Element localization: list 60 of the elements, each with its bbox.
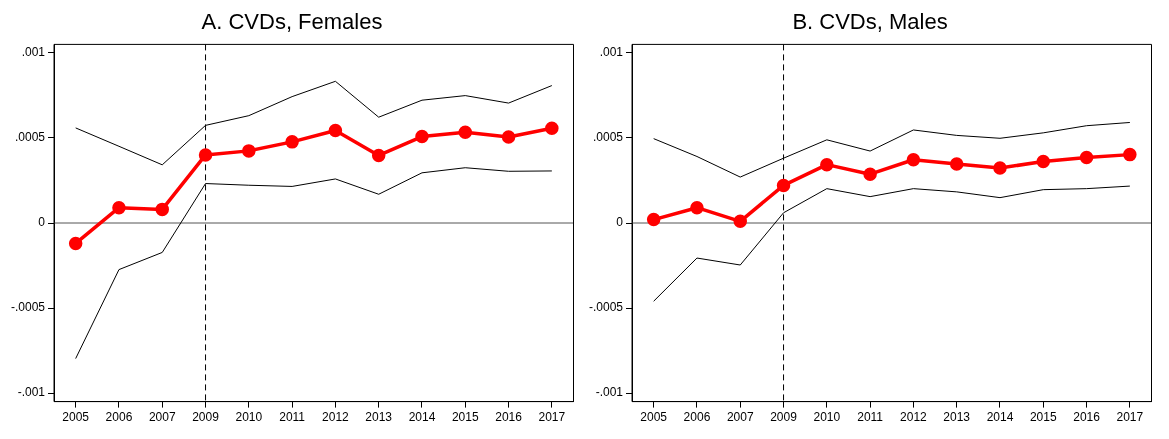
point [112, 200, 126, 215]
x-tick-label: 2017 [538, 410, 566, 425]
point [242, 144, 256, 158]
y-tick-label: 0 [38, 215, 46, 230]
y-tick-label: -.001 [17, 385, 46, 400]
y-tick-label: .0005 [592, 130, 624, 145]
point [328, 123, 343, 138]
point [820, 157, 834, 172]
x-tick-label: 2007 [726, 410, 754, 425]
x-tick-label: 2013 [943, 410, 971, 425]
y-tick-label: .001 [599, 45, 624, 60]
point [198, 148, 213, 162]
point [1079, 150, 1094, 165]
point [906, 152, 921, 167]
point [458, 125, 473, 139]
y-tick-label: .001 [21, 45, 46, 60]
x-tick-label: 2013 [365, 410, 393, 425]
point [776, 178, 791, 193]
x-tick-label: 2006 [105, 410, 133, 425]
x-tick-label: 2007 [148, 410, 176, 425]
x-tick-label: 2009 [770, 410, 798, 425]
y-tick-label: 0 [616, 215, 624, 230]
point [155, 202, 169, 217]
point [545, 121, 559, 136]
point [68, 236, 83, 251]
x-tick-label: 2005 [62, 410, 90, 425]
x-tick-label: 2005 [640, 410, 668, 425]
x-tick-label: 2012 [322, 410, 350, 425]
point [415, 129, 429, 144]
point [863, 167, 877, 181]
point [501, 130, 516, 144]
point [1123, 147, 1137, 162]
point [690, 200, 704, 215]
x-tick-label: 2014 [408, 410, 436, 425]
y-tick-label: -.001 [595, 385, 624, 400]
chart-title: A. CVDs, Females [201, 9, 383, 35]
y-tick-label: -.0005 [588, 300, 624, 315]
x-tick-label: 2015 [451, 410, 479, 425]
x-tick-label: 2015 [1029, 410, 1057, 425]
point [733, 214, 747, 229]
point [1036, 154, 1051, 169]
x-tick-label: 2009 [192, 410, 220, 425]
x-tick-label: 2017 [1116, 410, 1144, 425]
x-tick-label: 2014 [986, 410, 1014, 425]
point [285, 135, 299, 149]
point [993, 161, 1007, 175]
point [949, 157, 964, 171]
y-tick-label: .0005 [14, 130, 46, 145]
x-tick-label: 2016 [495, 410, 523, 425]
chart-title: B. CVDs, Males [792, 9, 948, 35]
point [646, 212, 661, 227]
x-tick-label: 2011 [279, 410, 306, 425]
x-tick-label: 2006 [683, 410, 711, 425]
x-tick-label: 2010 [235, 410, 263, 425]
x-tick-label: 2016 [1073, 410, 1101, 425]
x-tick-label: 2011 [857, 410, 884, 425]
x-tick-label: 2012 [900, 410, 928, 425]
point [371, 148, 386, 163]
y-tick-label: -.0005 [10, 300, 46, 315]
x-tick-label: 2010 [813, 410, 841, 425]
